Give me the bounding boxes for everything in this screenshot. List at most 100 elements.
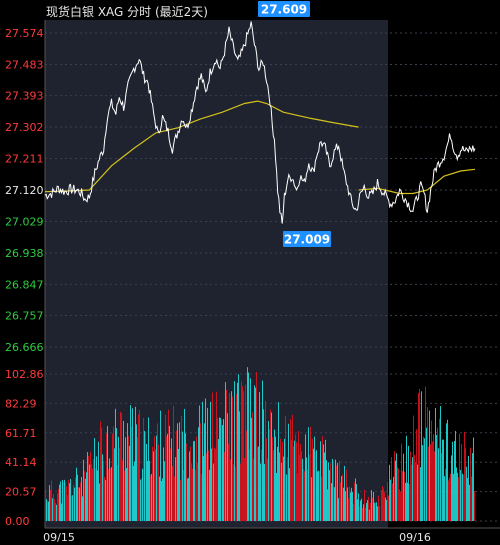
volume-bar [312, 438, 313, 521]
volume-bar [348, 498, 349, 521]
volume-bar [308, 427, 309, 521]
volume-bar [451, 455, 452, 521]
volume-bar [140, 479, 141, 521]
volume-bar [387, 481, 388, 521]
volume-bar [402, 471, 403, 521]
volume-bar [291, 440, 292, 521]
volume-bar [67, 495, 68, 521]
volume-bar [195, 469, 196, 521]
volume-bar [362, 508, 363, 521]
volume-bar [299, 454, 300, 521]
volume-bar [150, 475, 151, 521]
volume-bar [327, 489, 328, 521]
volume-bar [48, 501, 49, 521]
volume-bar [251, 417, 252, 521]
volume-bar [336, 465, 337, 521]
volume-bar [263, 409, 264, 521]
volume-bar [342, 474, 343, 521]
volume-bar [162, 478, 163, 521]
volume-bar [108, 469, 109, 521]
volume-bar [425, 386, 426, 521]
volume-bar [240, 463, 241, 521]
volume-bar [124, 470, 125, 521]
volume-bar [310, 426, 311, 521]
volume-bar [128, 436, 129, 521]
volume-bar [159, 476, 160, 521]
volume-bar [254, 385, 255, 521]
volume-bar [466, 466, 467, 521]
volume-bar [392, 483, 393, 521]
volume-bar [161, 481, 162, 521]
volume-bar [346, 469, 347, 521]
volume-bar [318, 470, 319, 521]
volume-bar [417, 464, 418, 521]
volume-bar [46, 499, 47, 521]
volume-bar [135, 406, 136, 521]
volume-bar [438, 448, 439, 521]
volume-bar [47, 500, 48, 521]
volume-bar [442, 439, 443, 521]
volume-bar [165, 414, 166, 521]
volume-bar [126, 468, 127, 521]
volume-bar [239, 411, 240, 521]
volume-bar [338, 498, 339, 521]
volume-bar [166, 436, 167, 521]
volume-bar [180, 479, 181, 521]
volume-bar [175, 457, 176, 521]
volume-bar [181, 416, 182, 521]
volume-bar [341, 476, 342, 521]
volume-bar [404, 471, 405, 521]
volume-bar [382, 486, 383, 521]
average-price-line [44, 100, 359, 193]
volume-bar [431, 420, 432, 521]
volume-bar [384, 492, 385, 521]
volume-bar [324, 452, 325, 521]
price-tick-label: 27.211 [5, 153, 44, 166]
volume-bar [187, 478, 188, 521]
volume-bar [423, 436, 424, 521]
volume-bar [104, 477, 105, 521]
volume-bar [444, 476, 445, 521]
volume-bar [283, 456, 284, 521]
volume-tick-label: 20.57 [5, 486, 37, 499]
price-tick-label: 27.029 [5, 215, 44, 228]
volume-bar [87, 452, 88, 521]
volume-bar [115, 408, 116, 521]
volume-bar [306, 457, 307, 521]
x-axis-label: 09/15 [43, 531, 75, 544]
high-price-badge-bg [258, 1, 310, 17]
volume-bar [209, 469, 210, 521]
volume-bar [207, 407, 208, 521]
volume-bar [344, 465, 345, 521]
volume-bar [154, 436, 155, 521]
volume-bar [317, 471, 318, 521]
volume-bar [93, 459, 94, 521]
volume-bar [292, 414, 293, 521]
volume-bar [474, 491, 475, 521]
volume-bar [274, 429, 275, 521]
volume-bar [59, 484, 60, 521]
volume-bar [148, 417, 149, 521]
volume-bar [472, 453, 473, 521]
volume-bar [454, 440, 455, 521]
volume-bar [285, 416, 286, 521]
volume-bar [112, 433, 113, 521]
volume-bar [71, 496, 72, 521]
volume-bar [169, 425, 170, 521]
price-tick-label: 27.393 [5, 90, 44, 103]
volume-bar [265, 401, 266, 521]
volume-bar [49, 485, 50, 521]
volume-bar [416, 429, 417, 521]
volume-bar [155, 449, 156, 521]
price-tick-label: 26.757 [5, 310, 44, 323]
volume-bar [276, 472, 277, 521]
volume-bar [379, 506, 380, 521]
volume-bar [130, 405, 131, 521]
volume-bar [272, 437, 273, 521]
volume-bar [288, 423, 289, 521]
volume-bar [313, 448, 314, 521]
volume-bar [335, 459, 336, 521]
volume-bar [296, 442, 297, 521]
volume-bar [145, 432, 146, 521]
volume-bar [443, 439, 444, 521]
